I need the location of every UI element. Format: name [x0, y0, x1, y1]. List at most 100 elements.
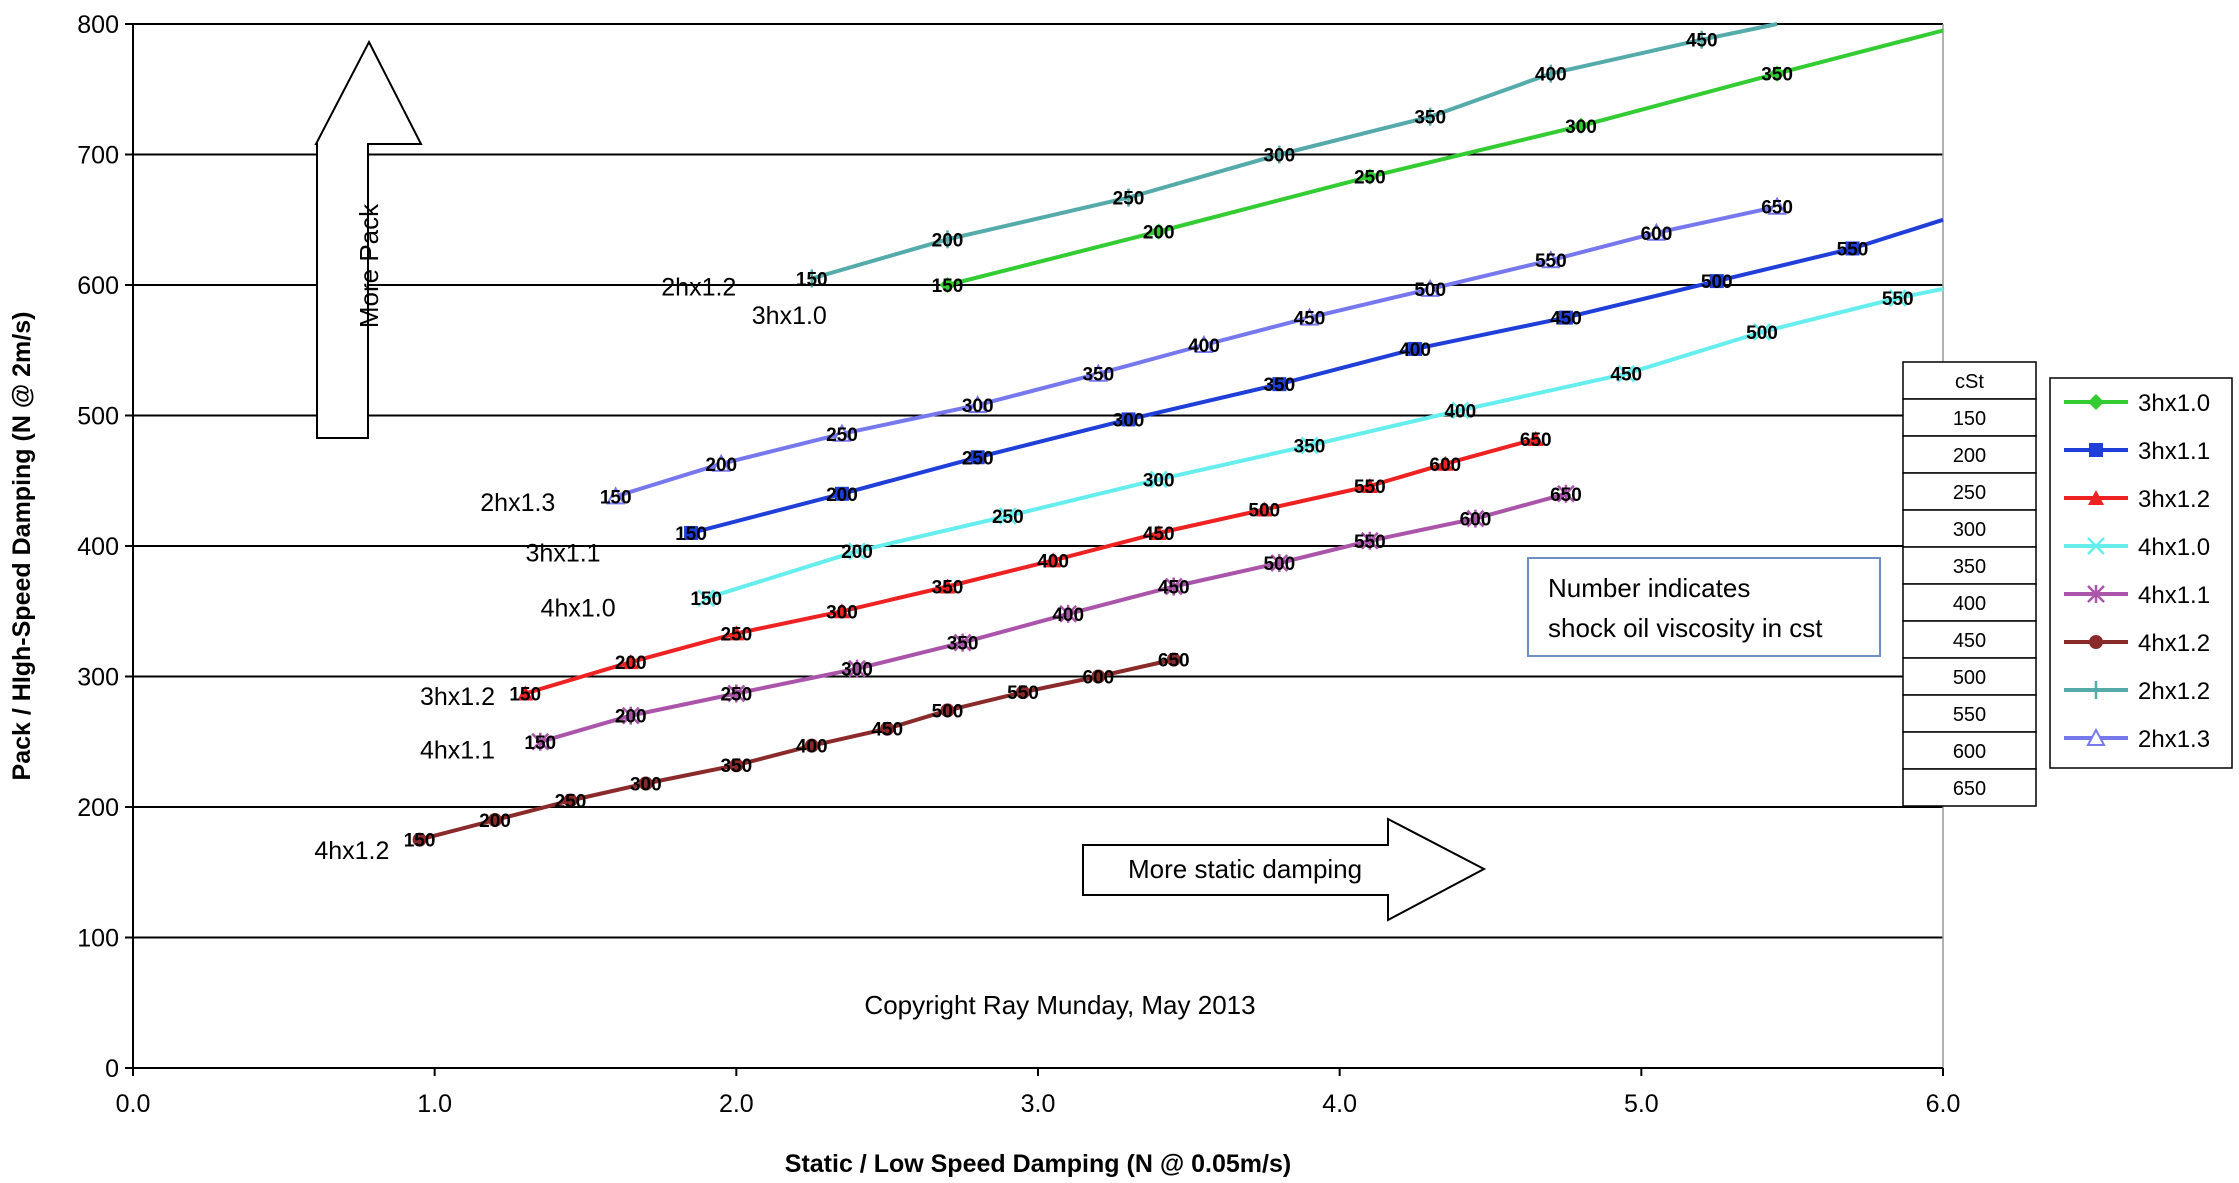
- data-label-4hx1-1: 600: [1460, 510, 1492, 531]
- data-label-2hx1-3: 450: [1294, 309, 1326, 330]
- data-label-2hx1-3: 400: [1188, 336, 1220, 357]
- cst-value: 550: [1953, 704, 1986, 726]
- cst-cell: [1902, 731, 2037, 770]
- data-label-4hx1-2: 200: [479, 811, 511, 832]
- x-tick-label: 4.0: [1322, 1090, 1357, 1118]
- data-point-4hx1-1: [953, 633, 972, 652]
- data-point-3hx1-1: [834, 486, 849, 501]
- legend-marker-3hx1-2: [2088, 490, 2104, 505]
- data-point-4hx1-2: [729, 758, 744, 773]
- data-label-2hx1-3: 600: [1641, 224, 1673, 245]
- data-label-4hx1-1: 450: [1158, 577, 1190, 598]
- data-label-2hx1-3: 150: [600, 487, 632, 508]
- legend-label-3hx1-1: 3hx1.1: [2138, 438, 2210, 465]
- x-tick-label: 1.0: [417, 1090, 452, 1118]
- data-point-4hx1-0: [1617, 364, 1636, 383]
- data-point-3hx1-1: [1845, 241, 1860, 256]
- cst-cell: [1902, 620, 2037, 659]
- legend-marker-2hx1-3: [2086, 727, 2106, 746]
- y-tick-label: 400: [77, 533, 119, 561]
- data-point-3hx1-2: [1437, 455, 1454, 471]
- more-static-label: More static damping: [1128, 854, 1362, 884]
- data-label-3hx1-2: 450: [1143, 524, 1175, 545]
- data-labels: 150 200 250 300 350 3hx1.0 150 200 250 300 350 400 4…: [314, 31, 1913, 866]
- note-box-frame: [1527, 557, 1881, 657]
- data-point-4hx1-0: [998, 507, 1017, 525]
- data-label-2hx1-3: 250: [826, 425, 858, 446]
- data-label-3hx1-1: 450: [1550, 309, 1582, 330]
- series-line-4hx1-0: [705, 286, 1944, 601]
- cst-value: 450: [1953, 630, 1986, 652]
- data-point-2hx1-3: [711, 453, 731, 472]
- data-label-2hx1-2: 200: [932, 230, 964, 251]
- data-point-4hx1-1: [1466, 509, 1485, 528]
- cst-header: cSt: [1955, 371, 1984, 393]
- data-label-2hx1-3: 200: [705, 455, 737, 476]
- data-label-2hx1-2: 300: [1263, 146, 1295, 167]
- data-point-4hx1-2: [638, 776, 653, 791]
- data-point-3hx1-1: [1272, 377, 1287, 392]
- cst-cell: [1902, 435, 2037, 474]
- data-point-4hx1-0: [1753, 323, 1771, 341]
- series-label-4hx1-2: 4hx1.2: [314, 837, 389, 865]
- data-label-2hx1-3: 300: [962, 396, 994, 417]
- y-tick-label: 100: [77, 925, 119, 953]
- data-label-3hx1-1: 250: [962, 448, 994, 469]
- cst-value: 150: [1953, 408, 1986, 430]
- legend-marker-3hx1-1: [2089, 443, 2103, 457]
- data-label-3hx1-0: 150: [932, 276, 964, 297]
- x-tick-label: 3.0: [1021, 1090, 1056, 1118]
- data-label-3hx1-0: 200: [1143, 222, 1175, 243]
- legend-label-4hx1-1: 4hx1.1: [2138, 582, 2210, 609]
- data-point-4hx1-2: [488, 813, 502, 828]
- data-point-4hx1-1: [1360, 531, 1379, 550]
- data-label-4hx1-0: 400: [1444, 401, 1476, 422]
- series-label-2hx1-2: 2hx1.2: [661, 273, 736, 301]
- data-point-3hx1-2: [1361, 477, 1378, 493]
- data-label-4hx1-0: 150: [690, 589, 722, 610]
- data-point-4hx1-1: [1164, 577, 1183, 596]
- cst-value: 500: [1953, 667, 1986, 689]
- series-label-4hx1-0: 4hx1.0: [541, 594, 616, 622]
- data-point-3hx1-2: [517, 685, 534, 701]
- series-line-2hx1-2: [811, 22, 1778, 281]
- data-point-4hx1-0: [1300, 436, 1319, 455]
- data-label-3hx1-2: 350: [932, 577, 964, 598]
- series-label-3hx1-0: 3hx1.0: [752, 302, 827, 330]
- data-point-3hx1-2: [833, 603, 850, 619]
- data-label-4hx1-2: 150: [404, 831, 436, 852]
- data-label-3hx1-1: 400: [1399, 340, 1431, 361]
- data-label-3hx1-0: 300: [1565, 117, 1597, 138]
- data-label-4hx1-1: 300: [841, 660, 873, 681]
- data-point-3hx1-0: [1573, 117, 1589, 134]
- annotation-arrows: More Pack More static damping Copyright Ra…: [314, 39, 1487, 1020]
- data-point-4hx1-1: [621, 706, 640, 725]
- cst-cell: [1902, 361, 2037, 400]
- data-point-4hx1-2: [804, 738, 819, 753]
- data-label-2hx1-2: 250: [1113, 189, 1145, 210]
- data-point-2hx1-3: [1299, 307, 1320, 326]
- legend-marker-4hx1-0: [2087, 537, 2105, 555]
- note-line-1: Number indicates: [1548, 573, 1750, 603]
- copyright-text: Copyright Ray Munday, May 2013: [864, 990, 1255, 1020]
- series-label-3hx1-2: 3hx1.2: [420, 683, 495, 711]
- data-label-2hx1-3: 650: [1761, 198, 1793, 219]
- data-point-3hx1-1: [1558, 310, 1573, 325]
- data-point-4hx1-2: [1091, 669, 1106, 684]
- x-tick-label: 6.0: [1926, 1090, 1961, 1118]
- cst-value: 200: [1953, 445, 1986, 467]
- data-point-2hx1-3: [1194, 334, 1214, 354]
- cst-value: 250: [1953, 482, 1986, 504]
- data-label-4hx1-0: 500: [1746, 323, 1778, 344]
- y-tick-label: 300: [77, 664, 119, 692]
- cst-value: 300: [1953, 519, 1986, 541]
- data-label-3hx1-2: 250: [720, 624, 752, 645]
- data-label-4hx1-0: 450: [1610, 365, 1642, 386]
- data-label-4hx1-2: 400: [796, 737, 828, 758]
- data-point-2hx1-3: [1541, 250, 1561, 269]
- y-tick-label: 800: [77, 11, 119, 39]
- x-tick-label: 5.0: [1624, 1090, 1659, 1118]
- cst-cell: [1902, 546, 2037, 585]
- data-label-3hx1-2: 600: [1429, 455, 1461, 476]
